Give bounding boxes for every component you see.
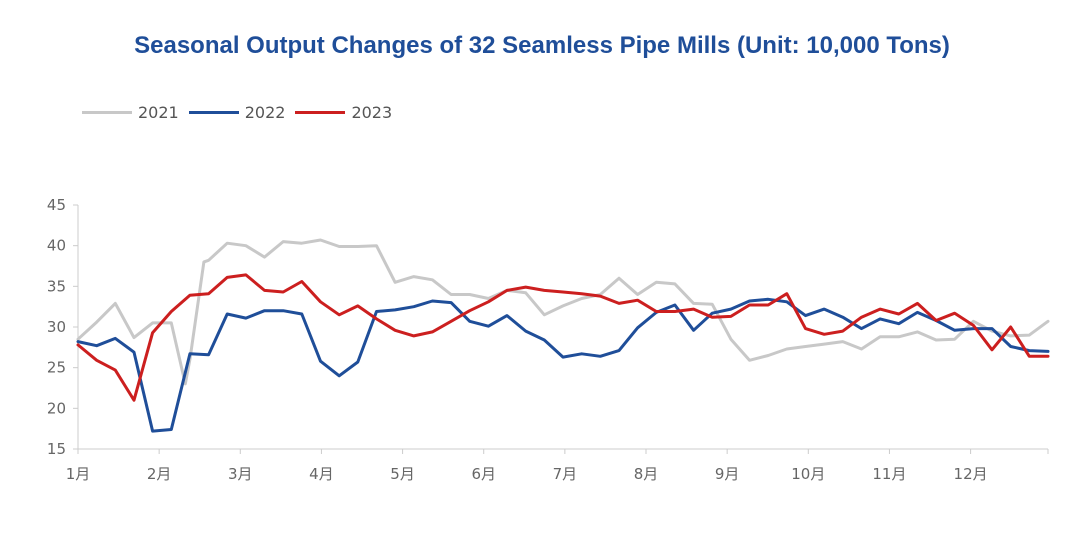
x-tick-label: 5月 <box>390 465 415 483</box>
legend-swatch-2021 <box>82 110 132 114</box>
series-lines <box>76 238 1050 433</box>
legend-label-2022: 2022 <box>244 102 286 122</box>
legend-item-2023[interactable]: 2023 <box>295 103 392 122</box>
series-line-2022 <box>76 297 1050 433</box>
x-tick-label: 7月 <box>553 465 578 483</box>
chart-legend: 2021 2022 2023 <box>82 100 402 124</box>
y-tick-label: 35 <box>47 277 66 295</box>
legend-swatch-2023 <box>295 110 346 114</box>
y-tick-label: 45 <box>47 196 66 214</box>
x-tick-label: 10月 <box>791 465 825 483</box>
legend-label-2023: 2023 <box>351 102 393 122</box>
y-tick-label: 20 <box>47 399 66 417</box>
x-tick-label: 2月 <box>147 465 172 483</box>
y-tick-label: 15 <box>47 440 66 458</box>
legend-label-2021: 2021 <box>138 102 179 122</box>
chart-title: Seasonal Output Changes of 32 Seamless P… <box>134 32 950 59</box>
series-line-2021 <box>76 238 1050 386</box>
legend-item-2022[interactable]: 2022 <box>188 102 286 122</box>
x-tick-label: 6月 <box>471 465 496 483</box>
y-tick-label: 25 <box>47 359 66 377</box>
x-axis-ticks: 1月 2月 3月 4月 5月 6月 7月 8月 9月 10月 11月 12月 <box>66 449 1049 483</box>
x-tick-label: 12月 <box>954 465 988 483</box>
x-tick-label: 4月 <box>309 465 334 483</box>
chart-axes <box>77 205 1048 450</box>
x-tick-label: 8月 <box>634 465 659 483</box>
legend-swatch-2022 <box>188 110 239 114</box>
series-line-2023 <box>76 273 1050 402</box>
x-tick-label: 1月 <box>66 465 91 483</box>
legend-item-2021[interactable]: 2021 <box>82 103 179 122</box>
x-tick-label: 3月 <box>228 465 253 483</box>
y-axis-ticks: 15 20 25 30 35 40 45 <box>47 196 78 458</box>
y-tick-label: 40 <box>47 237 66 255</box>
x-tick-label: 11月 <box>872 465 906 483</box>
x-tick-label: 9月 <box>715 465 740 483</box>
y-tick-label: 30 <box>47 318 66 336</box>
